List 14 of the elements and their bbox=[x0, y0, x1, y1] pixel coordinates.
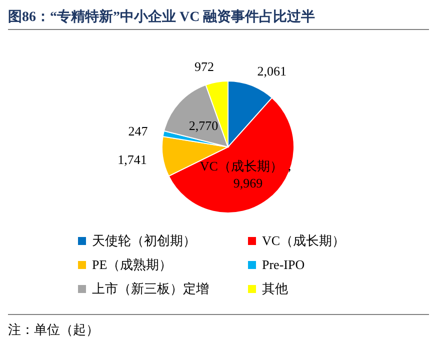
legend-label: Pre-IPO bbox=[262, 257, 305, 273]
text: 注：单位（起） bbox=[8, 321, 100, 339]
data-label: 2,061 bbox=[257, 62, 286, 78]
data-label: VC（成长期），9,969 bbox=[200, 158, 296, 190]
chart-title: 图86：“专精特新”中小企业 VC 融资事件占比过半 bbox=[8, 8, 429, 30]
data-label: 247 bbox=[128, 122, 148, 138]
legend-label: 天使轮（初创期） bbox=[92, 232, 196, 250]
legend-label: 其他 bbox=[262, 280, 288, 298]
legend-label: 上市（新三板）定增 bbox=[92, 280, 209, 298]
legend-label: VC（成长期） bbox=[262, 232, 346, 250]
data-label: 1,741 bbox=[118, 152, 147, 167]
data-label: 972 bbox=[194, 58, 214, 74]
legend-label: PE（成熟期） bbox=[92, 256, 172, 274]
data-label: 2,770 bbox=[188, 117, 218, 132]
